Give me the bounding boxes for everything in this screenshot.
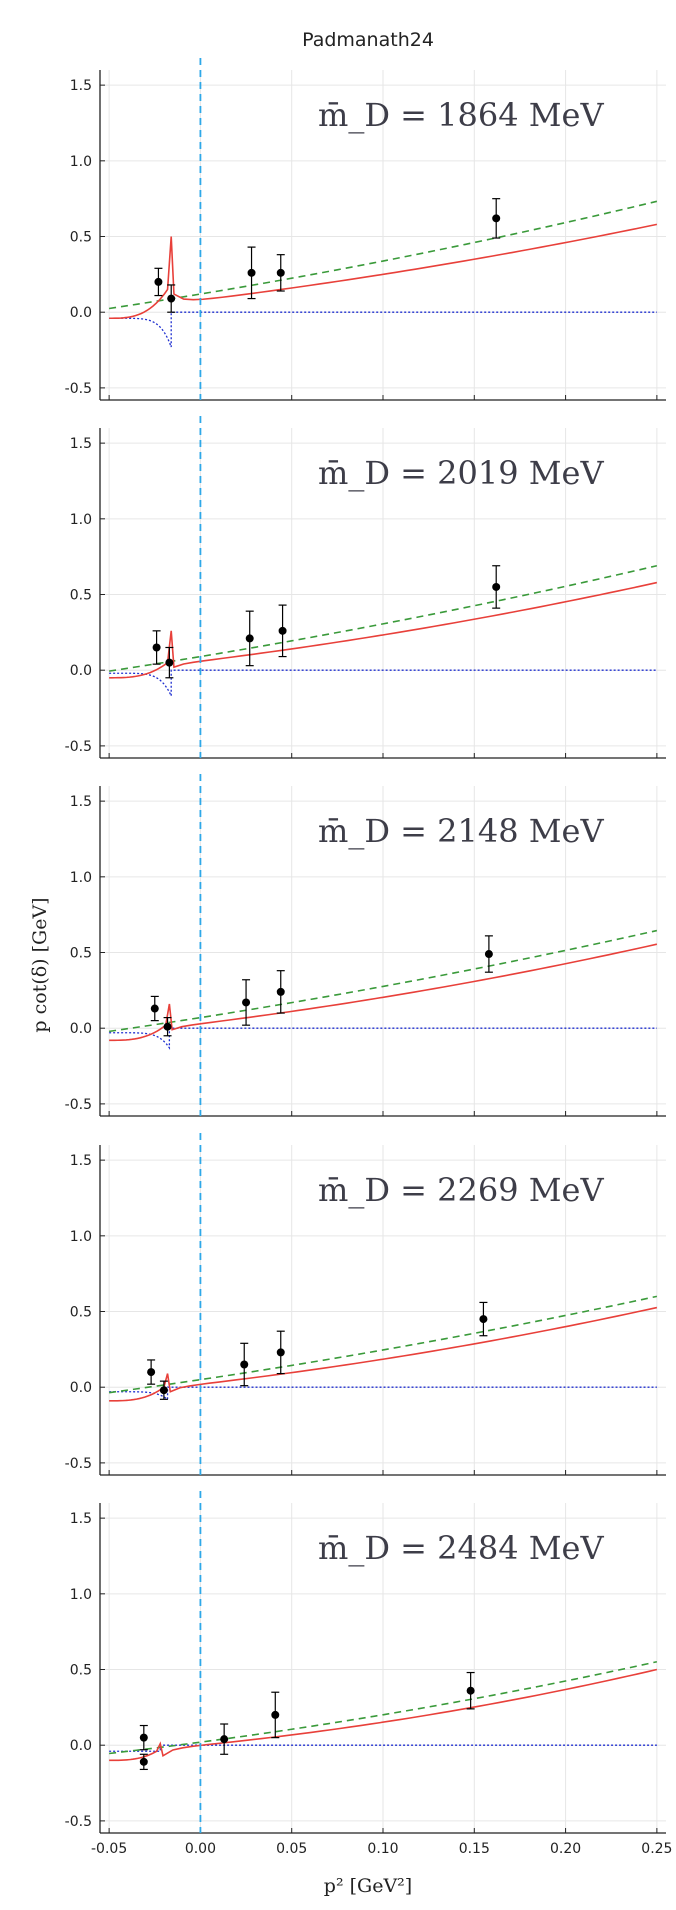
data-point <box>163 1022 172 1031</box>
data-point <box>484 950 493 959</box>
y-tick-label: 0.5 <box>70 230 92 246</box>
panel-annotation: m̄_D = 2019 MeV <box>318 454 604 492</box>
data-point <box>271 1710 280 1719</box>
y-tick-label: 0.5 <box>70 588 92 604</box>
y-tick-label: -0.5 <box>65 1097 92 1113</box>
fit-curve-dashed <box>109 564 658 672</box>
y-tick-label: 1.5 <box>70 78 92 94</box>
data-point <box>278 626 287 635</box>
data-point <box>466 1686 475 1695</box>
data-point <box>150 1004 159 1013</box>
data-point <box>147 1368 156 1377</box>
panel-annotation: m̄_D = 2148 MeV <box>318 812 604 850</box>
data-point <box>154 277 163 286</box>
y-tick-label: 0.0 <box>70 1380 92 1396</box>
x-tick-label: 0.05 <box>276 1841 307 1857</box>
x-tick-label: -0.05 <box>91 1841 127 1857</box>
data-point <box>139 1757 148 1766</box>
data-point <box>242 998 251 1007</box>
y-tick-label: 1.0 <box>70 512 92 528</box>
panel-5: -0.5 0.0 0.5 1.0 1.5 -0.05 0.00 0.05 0.10 0.15 0.2… <box>65 1491 672 1857</box>
y-tick-label: -0.5 <box>65 381 92 397</box>
y-tick-label: 0.5 <box>70 946 92 962</box>
data-point <box>240 1360 249 1369</box>
data-point <box>492 214 501 223</box>
y-tick-label: 0.0 <box>70 1021 92 1037</box>
panel-annotation: m̄_D = 1864 MeV <box>318 96 604 134</box>
y-tick-label: 0.0 <box>70 305 92 321</box>
data-point <box>245 634 254 643</box>
data-point <box>276 268 285 277</box>
x-tick-label: 0.10 <box>367 1841 398 1857</box>
data-point <box>276 987 285 996</box>
data-point <box>492 582 501 591</box>
panel-2: -0.5 0.0 0.5 1.0 1.5 m̄_D = 2019 MeV <box>65 416 666 759</box>
data-point <box>276 1348 285 1357</box>
x-tick-label: 0.15 <box>459 1841 490 1857</box>
y-tick-label: -0.5 <box>65 1456 92 1472</box>
fit-curve-solid <box>109 1668 658 1762</box>
fit-curve-solid <box>109 943 658 1042</box>
y-tick-label: 0.5 <box>70 1663 92 1679</box>
panel-3: -0.5 0.0 0.5 1.0 1.5 m̄_D = 2148 MeV <box>65 774 666 1117</box>
data-point <box>159 1386 168 1395</box>
panel-1: -0.5 0.0 0.5 1.0 1.5 m̄_D = 1864 MeV <box>65 58 666 401</box>
y-tick-label: 1.5 <box>70 1511 92 1527</box>
fit-curve-solid <box>109 1306 658 1402</box>
y-tick-label: -0.5 <box>65 739 92 755</box>
y-tick-label: 0.5 <box>70 1305 92 1321</box>
fit-curve-dashed <box>109 1295 658 1394</box>
fit-curve-dashed <box>109 200 658 310</box>
fit-curve-dotted <box>109 1744 657 1752</box>
panel-annotation: m̄_D = 2269 MeV <box>318 1171 604 1209</box>
fit-curve-dotted <box>109 311 657 348</box>
data-point <box>139 1733 148 1742</box>
fit-curve-dotted <box>109 669 657 697</box>
data-point <box>479 1315 488 1324</box>
data-point <box>247 268 256 277</box>
y-tick-label: 1.5 <box>70 794 92 810</box>
data-point <box>167 294 176 303</box>
data-point <box>152 643 161 652</box>
y-tick-label: 0.0 <box>70 663 92 679</box>
y-axis-label: p cot(δ) [GeV] <box>29 897 51 1032</box>
panel-4: -0.5 0.0 0.5 1.0 1.5 m̄_D = 2269 MeV <box>65 1133 666 1476</box>
panels-group: -0.5 0.0 0.5 1.0 1.5 m̄_D = 1864 MeV -0.5 0.0 0.… <box>65 58 672 1857</box>
y-tick-label: 1.0 <box>70 1587 92 1603</box>
fit-curve-solid <box>109 581 658 679</box>
data-point <box>165 658 174 667</box>
y-tick-label: 1.5 <box>70 436 92 452</box>
y-tick-label: 0.0 <box>70 1738 92 1754</box>
y-tick-label: 1.0 <box>70 870 92 886</box>
chart-title: Padmanath24 <box>302 29 434 51</box>
x-tick-label: 0.20 <box>550 1841 581 1857</box>
y-tick-label: 1.5 <box>70 1153 92 1169</box>
y-tick-label: 1.0 <box>70 1229 92 1245</box>
panel-annotation: m̄_D = 2484 MeV <box>318 1529 604 1567</box>
x-tick-label: 0.00 <box>185 1841 216 1857</box>
x-axis-label: p² [GeV²] <box>324 1875 412 1897</box>
fit-curve-dashed <box>109 929 658 1033</box>
fit-curve-dashed <box>109 1660 658 1755</box>
y-tick-label: 1.0 <box>70 154 92 170</box>
x-tick-label: 0.25 <box>641 1841 672 1857</box>
y-tick-label: -0.5 <box>65 1814 92 1830</box>
data-point <box>220 1735 229 1744</box>
fit-curve-solid <box>109 223 658 320</box>
